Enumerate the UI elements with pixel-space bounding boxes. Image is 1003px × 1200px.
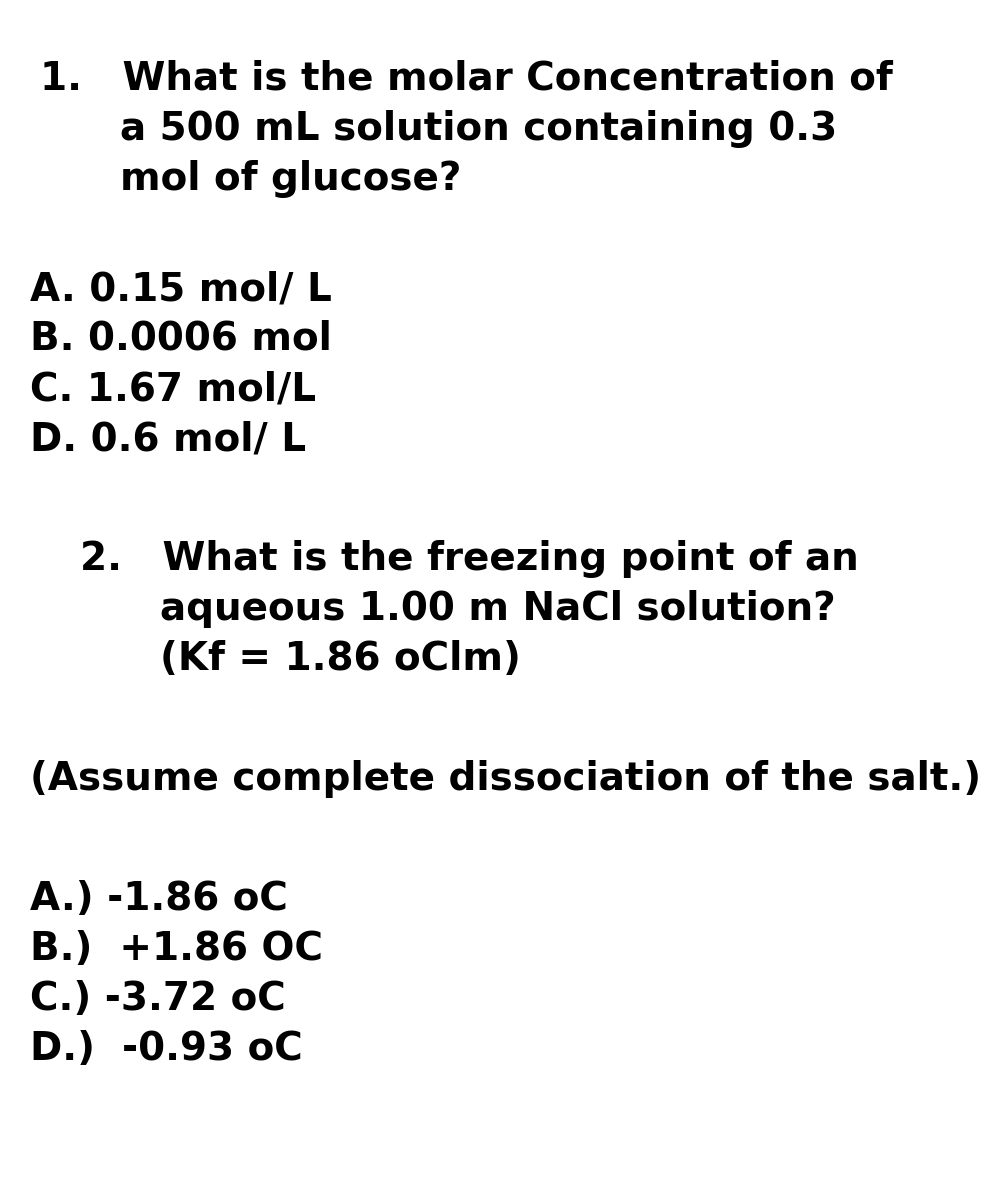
Text: a 500 mL solution containing 0.3: a 500 mL solution containing 0.3: [120, 110, 837, 148]
Text: A.) -1.86 oC: A.) -1.86 oC: [30, 880, 288, 918]
Text: A. 0.15 mol/ L: A. 0.15 mol/ L: [30, 270, 332, 308]
Text: C. 1.67 mol/L: C. 1.67 mol/L: [30, 370, 316, 408]
Text: (Assume complete dissociation of the salt.): (Assume complete dissociation of the sal…: [30, 760, 980, 798]
Text: B. 0.0006 mol: B. 0.0006 mol: [30, 320, 332, 358]
Text: D.)  -0.93 oC: D.) -0.93 oC: [30, 1030, 303, 1068]
Text: C.) -3.72 oC: C.) -3.72 oC: [30, 980, 286, 1018]
Text: mol of glucose?: mol of glucose?: [120, 160, 461, 198]
Text: D. 0.6 mol/ L: D. 0.6 mol/ L: [30, 420, 306, 458]
Text: 1.   What is the molar Concentration of: 1. What is the molar Concentration of: [40, 60, 892, 98]
Text: 2.   What is the freezing point of an: 2. What is the freezing point of an: [80, 540, 858, 578]
Text: aqueous 1.00 m NaCl solution?: aqueous 1.00 m NaCl solution?: [159, 590, 834, 628]
Text: B.)  +1.86 OC: B.) +1.86 OC: [30, 930, 323, 968]
Text: (Kf = 1.86 oClm): (Kf = 1.86 oClm): [159, 640, 521, 678]
